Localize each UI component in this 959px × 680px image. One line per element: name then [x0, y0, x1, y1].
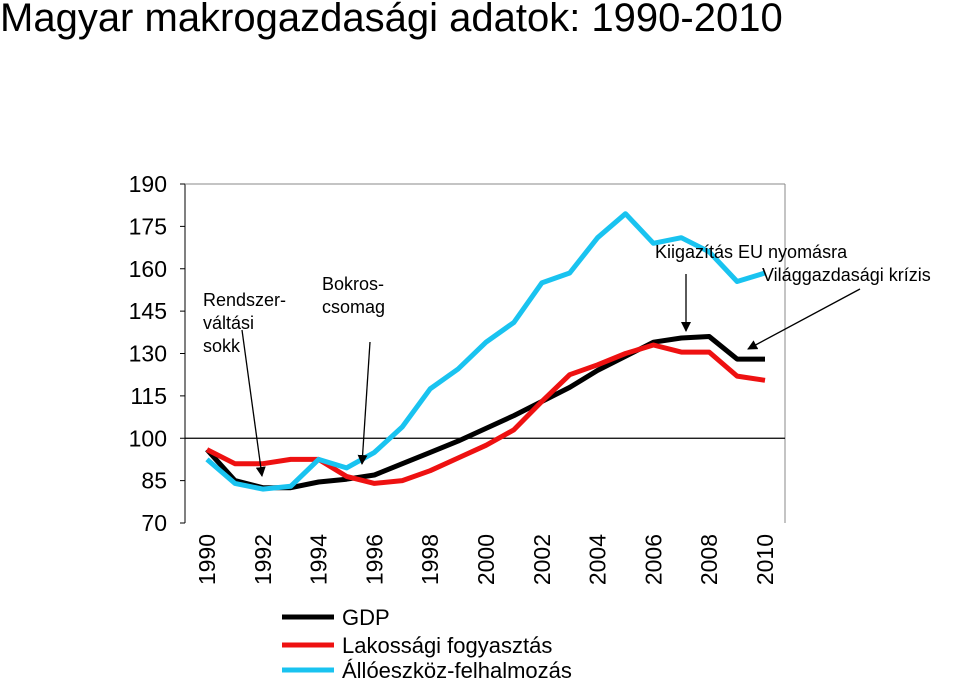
legend-label: Lakossági fogyasztás	[342, 633, 552, 658]
legend-label: GDP	[342, 605, 390, 630]
annotation-text: Rendszer-	[203, 290, 286, 310]
x-tick-label: 2010	[752, 534, 778, 585]
annotation-text: Bokros-	[322, 274, 384, 294]
y-tick-label: 160	[129, 256, 167, 282]
y-tick-label: 130	[129, 341, 167, 367]
y-tick-label: 115	[130, 383, 167, 409]
annotation-text: váltási	[203, 313, 254, 333]
annotation-arrow	[357, 341, 371, 465]
axes: 70 85 100 115 130 145 160 175 190 1990 1992 1994 199…	[129, 171, 786, 585]
x-tick-label: 2002	[529, 534, 555, 585]
series-line-2	[205, 342, 766, 486]
x-tick-label: 2006	[640, 534, 666, 585]
series-line-3	[205, 211, 766, 492]
x-tick-label: 1992	[250, 534, 276, 585]
annotation-arrow	[747, 288, 861, 350]
y-tick-label: 85	[141, 468, 167, 494]
x-tick-label: 1998	[417, 534, 443, 585]
series-line-1	[205, 334, 765, 491]
x-tick-label: 1996	[361, 534, 387, 585]
x-tick-label: 1994	[306, 534, 332, 585]
annotation-text: Kiigazítás EU nyomásra	[655, 242, 848, 262]
legend-label: Állóeszköz-felhalmozás	[342, 658, 572, 680]
x-tick-label: 2008	[696, 534, 722, 585]
legend: GDP Lakossági fogyasztásÁllóeszköz-felhal…	[282, 605, 572, 680]
y-tick-label: 190	[129, 171, 167, 197]
y-tick-label: 70	[141, 510, 167, 536]
chart-title: Magyar makrogazdasági adatok: 1990-2010	[0, 0, 783, 40]
series-lines	[205, 211, 766, 492]
x-tick-label: 1990	[194, 534, 220, 585]
x-tick-label: 2000	[473, 534, 499, 585]
y-tick-label: 175	[129, 213, 167, 239]
annotation-arrow	[241, 329, 266, 477]
annotation-text: sokk	[203, 336, 241, 356]
y-tick-label: 100	[129, 425, 167, 451]
annotation-text: csomag	[322, 297, 385, 317]
annotation-text: Világgazdasági krízis	[762, 265, 931, 285]
y-tick-label: 145	[129, 298, 167, 324]
x-tick-label: 2004	[585, 534, 611, 585]
annotations: Rendszer-váltási sokk Bokros-csomag Kiigazí…	[203, 242, 931, 477]
